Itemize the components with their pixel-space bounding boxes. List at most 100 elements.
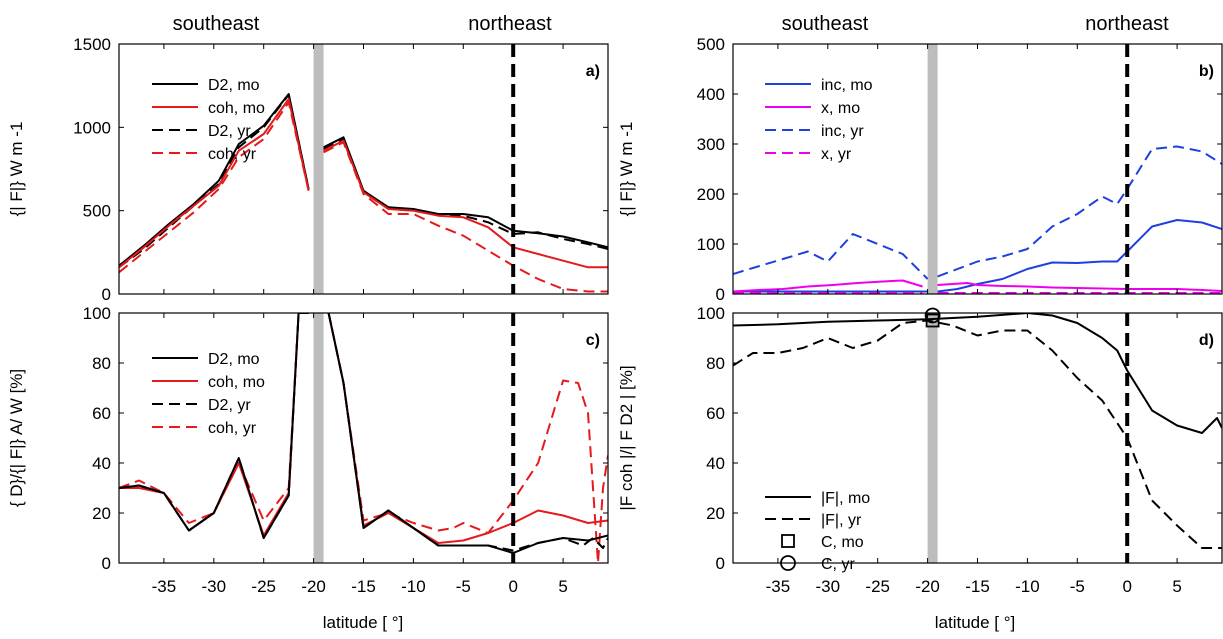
series-line-d-f-mo-seg0	[733, 313, 1222, 434]
y-tick-label-c-20: 20	[92, 504, 111, 523]
plot-area-a	[119, 93, 608, 293]
series-line-b-inc-yr-seg0	[733, 233, 929, 280]
marker-circle-c-yr	[924, 307, 941, 324]
y-tick-label-d-60: 60	[706, 404, 725, 423]
x-tick-label-d--35: -35	[766, 577, 791, 596]
x-tick-label-d-0: 0	[1122, 577, 1131, 596]
x-tick-label-c--30: -30	[202, 577, 227, 596]
x-tick-label-c--20: -20	[301, 577, 326, 596]
x-tick-label-c--35: -35	[152, 577, 177, 596]
series-line-c-coh-yr-seg0	[119, 313, 309, 524]
plot-area-c	[119, 313, 608, 563]
legend-label-d-f-mo: |F|, mo	[821, 490, 870, 507]
x-tick-label-d-5: 5	[1172, 577, 1181, 596]
y-tick-label-c-40: 40	[92, 454, 111, 473]
series-line-a-coh-mo-seg1	[323, 139, 608, 269]
y-tick-label-c-80: 80	[92, 354, 111, 373]
x-tick-label-d--15: -15	[965, 577, 990, 596]
legend-label-c-d2-mo: D2, mo	[208, 351, 260, 368]
series-line-c-coh-mo-seg1	[327, 313, 608, 544]
series-line-b-inc-yr-seg1	[937, 145, 1222, 278]
x-tick-label-d--25: -25	[865, 577, 890, 596]
x-tick-label-d--10: -10	[1015, 577, 1040, 596]
legend-circle-d-c-yr	[780, 555, 796, 571]
y-tick-label-c-0: 0	[102, 554, 111, 573]
legend-label-a-d2-yr: D2, yr	[208, 123, 251, 140]
y-tick-label-c-60: 60	[92, 404, 111, 423]
series-line-b-inc-mo-seg1	[937, 219, 1222, 293]
y-tick-label-d-40: 40	[706, 454, 725, 473]
series-line-d-f-yr-seg0	[733, 319, 1222, 549]
y-axis-label-c: { D}/{| F|} A/ W [%]	[7, 369, 26, 507]
legend-label-c-coh-yr: coh, yr	[208, 420, 257, 437]
legend-label-a-coh-yr: coh, yr	[208, 146, 257, 163]
legend-label-d-f-yr: |F|, yr	[821, 512, 862, 529]
gray-band-c	[313, 313, 324, 563]
plot-area-d	[733, 313, 1222, 549]
legend-label-a-coh-mo: coh, mo	[208, 100, 265, 117]
x-tick-label-c--15: -15	[351, 577, 376, 596]
x-axis-label-right: latitude [ °]	[935, 613, 1016, 632]
y-tick-label-b-0: 0	[716, 285, 725, 304]
legend-label-b-x-mo: x, mo	[821, 100, 860, 117]
x-tick-label-c--25: -25	[251, 577, 276, 596]
x-tick-label-c-0: 0	[508, 577, 517, 596]
y-tick-label-b-200: 200	[697, 185, 725, 204]
x-tick-label-d--5: -5	[1070, 577, 1085, 596]
y-tick-label-b-500: 500	[697, 35, 725, 54]
y-tick-label-b-300: 300	[697, 135, 725, 154]
y-tick-label-d-0: 0	[716, 554, 725, 573]
y-tick-label-c-100: 100	[83, 304, 111, 323]
legend-label-b-x-yr: x, yr	[821, 146, 852, 163]
gray-band-d	[927, 313, 938, 563]
y-tick-label-d-100: 100	[697, 304, 725, 323]
panel-label-a: a)	[586, 63, 600, 80]
legend-label-b-inc-mo: inc, mo	[821, 77, 873, 94]
y-tick-label-b-100: 100	[697, 235, 725, 254]
y-tick-label-a-1000: 1000	[73, 118, 111, 137]
legend-label-d-c-yr: C, yr	[821, 556, 855, 573]
region-label-right-a: northeast	[468, 13, 552, 35]
panel-label-b: b)	[1199, 63, 1214, 80]
series-line-c-d2-yr-seg1	[327, 313, 608, 552]
y-tick-label-a-1500: 1500	[73, 35, 111, 54]
y-tick-label-d-80: 80	[706, 354, 725, 373]
y-tick-label-a-500: 500	[83, 202, 111, 221]
legend-label-d-c-mo: C, mo	[821, 534, 864, 551]
y-tick-label-d-20: 20	[706, 504, 725, 523]
legend-label-c-coh-mo: coh, mo	[208, 374, 265, 391]
plot-area-b	[733, 145, 1222, 294]
series-line-c-d2-mo-seg0	[119, 313, 309, 539]
series-line-a-coh-yr-seg0	[119, 101, 310, 274]
x-tick-label-c-5: 5	[558, 577, 567, 596]
gray-band-b	[927, 44, 938, 294]
gray-band-a	[313, 44, 324, 294]
series-line-b-x-mo-seg0	[733, 279, 923, 293]
axes-box-a	[118, 43, 609, 295]
y-axis-label-a: {| F|} W m -1	[7, 122, 26, 217]
legend-label-a-d2-mo: D2, mo	[208, 77, 260, 94]
x-tick-label-c--5: -5	[456, 577, 471, 596]
series-line-c-coh-yr-seg1	[327, 313, 608, 563]
series-line-a-d2-mo-seg0	[119, 93, 310, 267]
axes-box-d	[732, 312, 1223, 564]
panel-label-d: d)	[1199, 332, 1214, 349]
legend-label-c-d2-yr: D2, yr	[208, 397, 251, 414]
axes-box-b	[732, 43, 1223, 295]
region-label-left-b: southeast	[782, 13, 869, 35]
region-label-left-a: southeast	[173, 13, 260, 35]
y-axis-label-d: |F coh |/| F D2 | [%]	[617, 365, 636, 510]
legend-label-b-inc-yr: inc, yr	[821, 123, 864, 140]
series-line-a-coh-yr-seg1	[323, 141, 608, 293]
x-tick-label-d--20: -20	[915, 577, 940, 596]
series-line-a-d2-mo-seg1	[323, 136, 608, 249]
legend-square-d-c-mo	[781, 534, 795, 548]
y-tick-label-a-0: 0	[102, 285, 111, 304]
x-axis-label-left: latitude [ °]	[323, 613, 404, 632]
panel-label-c: c)	[586, 332, 600, 349]
y-tick-label-b-400: 400	[697, 85, 725, 104]
region-label-right-b: northeast	[1085, 13, 1169, 35]
x-tick-label-c--10: -10	[401, 577, 426, 596]
